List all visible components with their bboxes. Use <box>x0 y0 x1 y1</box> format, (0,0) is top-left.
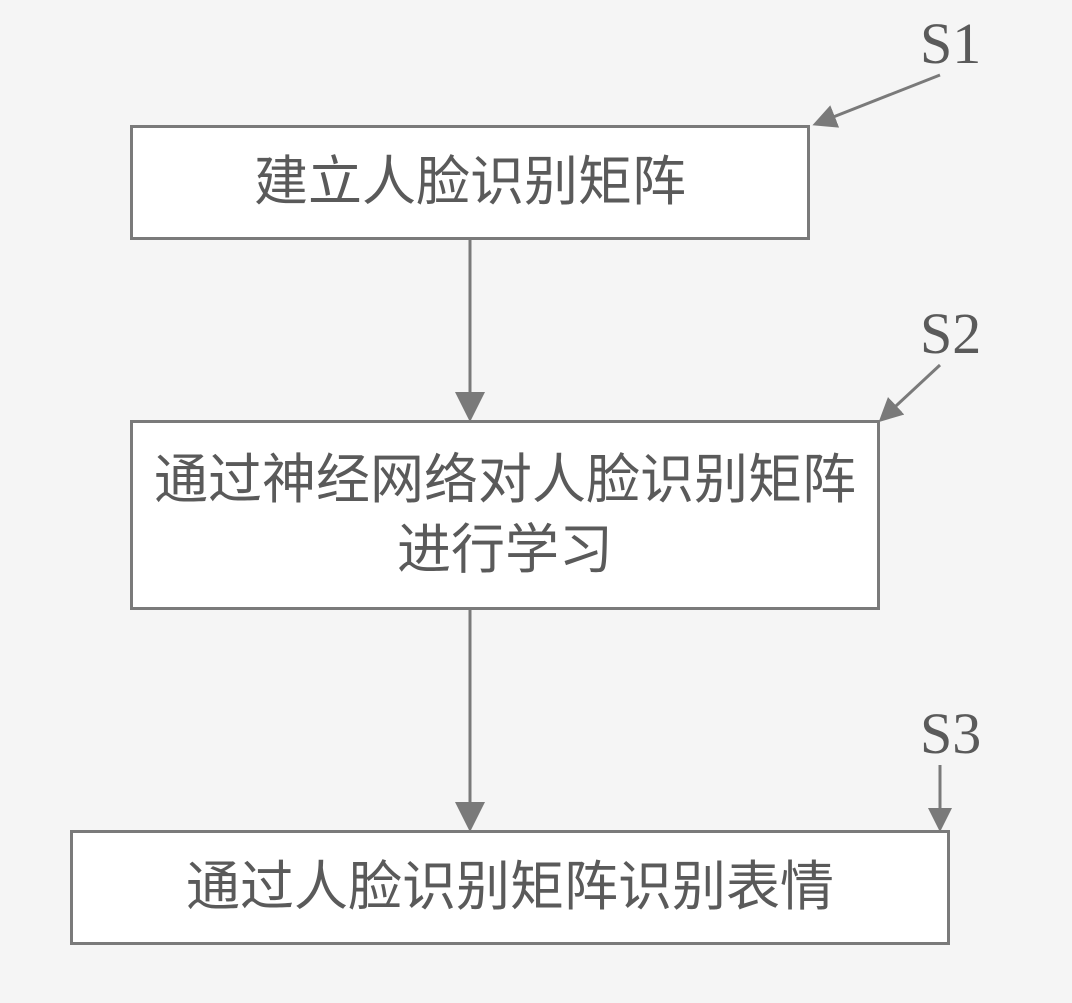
flowchart-node-s1: 建立人脸识别矩阵 <box>130 125 810 240</box>
node-label-s1: S1 <box>920 10 981 77</box>
node-text: 通过神经网络对人脸识别矩阵进行学习 <box>153 445 857 585</box>
label-arrow-s1 <box>818 75 940 123</box>
label-arrow-s2 <box>883 365 940 418</box>
flowchart-container: 建立人脸识别矩阵 S1 通过神经网络对人脸识别矩阵进行学习 S2 通过人脸识别矩… <box>0 0 1072 1003</box>
flowchart-node-s2: 通过神经网络对人脸识别矩阵进行学习 <box>130 420 880 610</box>
node-text: 建立人脸识别矩阵 <box>254 147 686 217</box>
node-text: 通过人脸识别矩阵识别表情 <box>186 852 834 922</box>
node-label-s2: S2 <box>920 300 981 367</box>
flowchart-node-s3: 通过人脸识别矩阵识别表情 <box>70 830 950 945</box>
node-label-s3: S3 <box>920 700 981 767</box>
